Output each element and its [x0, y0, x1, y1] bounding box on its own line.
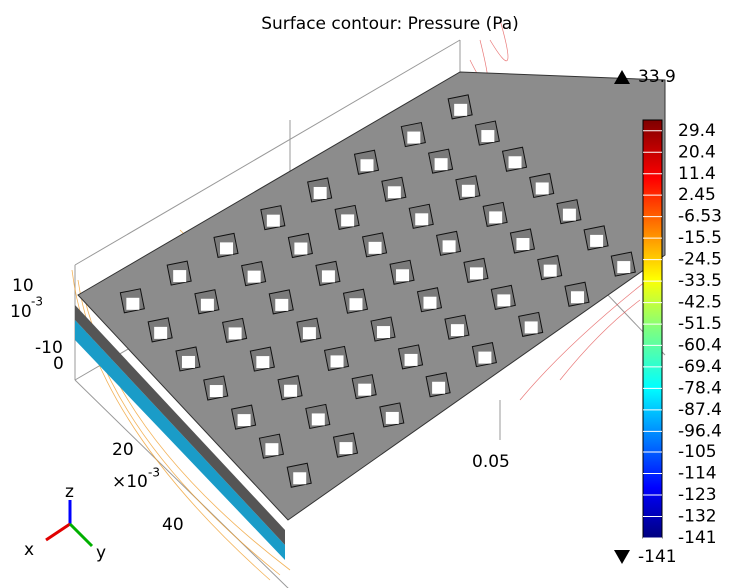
hole: [293, 472, 306, 484]
hole: [210, 385, 223, 397]
colorbar-tick-label: 11.4: [678, 164, 716, 184]
hole: [423, 297, 436, 309]
hole: [294, 243, 307, 255]
hole: [360, 159, 373, 171]
hole: [489, 211, 502, 223]
hole: [377, 326, 390, 338]
x-tick-label: 0.05: [472, 452, 510, 472]
hole: [571, 291, 584, 303]
triad-y: y: [96, 543, 106, 563]
hole: [451, 324, 464, 336]
hole: [443, 240, 456, 252]
colorbar-tick-label: -141: [678, 528, 717, 548]
y-multiplier-power: -3: [148, 466, 160, 480]
colorbar-tick-label: 29.4: [678, 121, 716, 141]
z-tick-label: 10: [12, 276, 34, 296]
hole: [358, 384, 371, 396]
hole: [544, 265, 557, 277]
triad-z: z: [65, 482, 74, 502]
colorbar-tick-label: -24.5: [678, 250, 722, 270]
hole: [563, 209, 576, 221]
hole: [509, 156, 522, 168]
colorbar-tick-label: -42.5: [678, 293, 722, 313]
hole: [462, 185, 475, 197]
hole: [220, 242, 233, 254]
hole: [525, 321, 538, 333]
hole: [154, 327, 167, 339]
min-marker: [614, 550, 630, 564]
hole: [369, 242, 382, 254]
colorbar-tick-label: -123: [678, 485, 717, 505]
triad-x: x: [24, 540, 34, 560]
hole: [284, 385, 297, 397]
colorbar-tick-label: -6.53: [678, 207, 722, 227]
hole: [340, 442, 353, 454]
hole: [275, 299, 288, 311]
hole: [405, 354, 418, 366]
colorbar-tick-label: -60.4: [678, 335, 722, 355]
colorbar-tick-label: -51.5: [678, 314, 722, 334]
hole: [388, 186, 401, 198]
hole: [173, 270, 186, 282]
hole: [435, 158, 448, 170]
z-exponent-base: 10: [10, 302, 32, 322]
hole: [314, 187, 327, 199]
hole: [478, 352, 491, 364]
hole: [256, 356, 269, 368]
hole: [312, 413, 325, 425]
hole: [617, 261, 630, 273]
hole: [303, 327, 316, 339]
hole: [415, 213, 428, 225]
hole: [182, 356, 195, 368]
colorbar: [643, 120, 662, 538]
hole: [248, 271, 261, 283]
hole: [396, 269, 409, 281]
hole: [481, 130, 494, 142]
hole: [516, 238, 529, 250]
colorbar-tick-label: -15.5: [678, 228, 722, 248]
y-tick-label: 20: [112, 440, 134, 460]
hole: [267, 215, 280, 227]
max-label: 33.9: [638, 67, 676, 87]
hole: [349, 298, 362, 310]
hole: [432, 382, 445, 394]
max-marker: [614, 70, 630, 84]
colorbar-tick-label: -114: [678, 463, 717, 483]
chart: Surface contour: Pressure (Pa) 33.9 -141…: [0, 0, 734, 588]
hole: [229, 327, 242, 339]
colorbar-tick-label: -78.4: [678, 378, 722, 398]
hole: [265, 443, 278, 455]
chart-title: Surface contour: Pressure (Pa): [261, 14, 519, 34]
hole: [454, 104, 467, 116]
hole: [341, 214, 354, 226]
hole: [331, 355, 344, 367]
min-label: -141: [638, 547, 677, 567]
hole: [201, 299, 214, 311]
hole: [322, 270, 335, 282]
hole: [536, 182, 549, 194]
hole: [470, 267, 483, 279]
colorbar-tick-label: 2.45: [678, 185, 716, 205]
hole: [386, 412, 399, 424]
colorbar-tick-label: -105: [678, 442, 717, 462]
y-tick-label: 40: [162, 515, 184, 535]
hole: [497, 294, 510, 306]
z-exponent-power: -3: [31, 295, 43, 309]
colorbar-tick-label: -33.5: [678, 271, 722, 291]
z-tick-label: -10: [35, 338, 63, 358]
hole: [238, 414, 251, 426]
colorbar-tick-label: -132: [678, 506, 717, 526]
colorbar-tick-label: -69.4: [678, 357, 722, 377]
colorbar-tick-label: 20.4: [678, 142, 716, 162]
hole: [126, 298, 139, 310]
hole: [407, 132, 420, 144]
colorbar-tick-label: -87.4: [678, 400, 722, 420]
scene: [72, 20, 665, 588]
y-multiplier-base: ×10: [112, 472, 148, 492]
colorbar-tick-label: -96.4: [678, 421, 722, 441]
axis-triad: z x y: [24, 482, 106, 563]
hole: [590, 235, 603, 247]
